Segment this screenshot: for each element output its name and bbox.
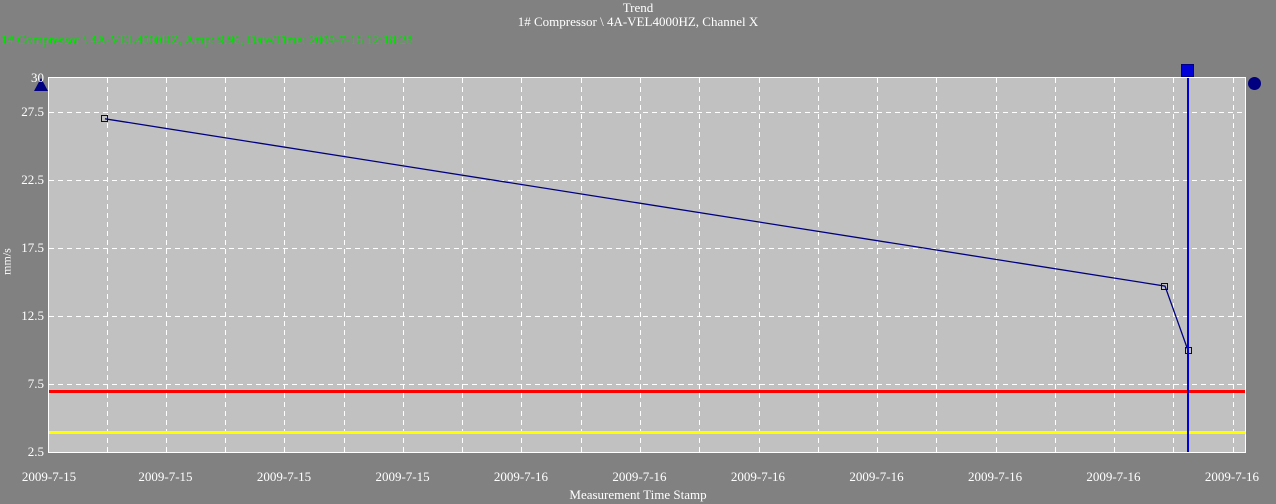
x-axis-tick-label: 2009-7-16 <box>967 469 1023 484</box>
cursor-readout-text: 1# Compressor \ 4A-VEL4000HZ, Amp: 9.96,… <box>1 32 413 47</box>
gridline-vertical <box>1114 78 1116 452</box>
y-axis-tick-label: 12.5 <box>21 308 44 323</box>
y-axis-tick-label: 17.5 <box>21 240 44 255</box>
chart-title: Trend <box>622 0 654 15</box>
y-axis-tick-label: 7.5 <box>27 376 44 391</box>
x-axis-tick-label: 2009-7-15 <box>256 469 312 484</box>
gridline-vertical <box>343 78 345 452</box>
gridline-vertical <box>758 78 760 452</box>
gridline-vertical <box>284 78 286 452</box>
gridline-horizontal <box>49 180 1245 181</box>
cursor-handle[interactable] <box>1181 64 1195 77</box>
gridline-vertical <box>699 78 701 452</box>
trend-line <box>104 118 1189 351</box>
gridline-vertical <box>1232 78 1234 452</box>
x-axis-tick-label: 2009-7-15 <box>138 469 193 484</box>
y-axis-tick-label: 2.5 <box>27 444 44 459</box>
gridline-vertical <box>165 78 167 452</box>
x-axis-tick-label: 2009-7-16 <box>730 469 786 484</box>
data-point-marker[interactable] <box>1161 282 1169 290</box>
gridline-vertical <box>639 78 641 452</box>
gridline-vertical <box>936 78 938 452</box>
gridline-vertical <box>225 78 227 452</box>
gridline-vertical <box>462 78 464 452</box>
gridline-vertical <box>877 78 879 452</box>
x-axis-tick-label: 2009-7-15 <box>21 469 77 484</box>
cursor-start-triangle-icon[interactable] <box>34 78 48 91</box>
gridline-vertical <box>521 78 523 452</box>
x-axis-tick-label: 2009-7-15 <box>375 469 430 484</box>
gridline-horizontal <box>49 248 1245 249</box>
gridline-vertical <box>1173 78 1175 452</box>
gridline-horizontal <box>49 384 1245 385</box>
cursor-end-circle-icon[interactable] <box>1248 77 1261 90</box>
alarm-line-red <box>49 389 1245 393</box>
y-axis-tick-label: 30 <box>31 70 44 85</box>
x-axis-tick-label: 2009-7-16 <box>1204 469 1260 484</box>
gridline-vertical <box>402 78 404 452</box>
gridline-horizontal <box>49 112 1245 113</box>
plot-area[interactable] <box>48 77 1246 453</box>
gridline-vertical <box>817 78 819 452</box>
cursor-line[interactable] <box>1187 78 1190 452</box>
x-axis-title: Measurement Time Stamp <box>569 487 707 502</box>
x-axis-tick-label: 2009-7-16 <box>612 469 667 484</box>
warning-line-yellow <box>49 430 1245 434</box>
gridline-vertical <box>995 78 997 452</box>
data-point-marker[interactable] <box>101 115 109 123</box>
gridline-vertical <box>106 78 108 452</box>
x-axis-tick-label: 2009-7-16 <box>849 469 904 484</box>
y-axis-tick-label: 27.5 <box>21 104 44 119</box>
gridline-vertical <box>1054 78 1056 452</box>
x-axis-tick-label: 2009-7-16 <box>1086 469 1141 484</box>
x-axis-tick-label: 2009-7-16 <box>493 469 549 484</box>
gridline-vertical <box>580 78 582 452</box>
y-axis-tick-label: 22.5 <box>21 172 44 187</box>
gridline-horizontal <box>49 316 1245 317</box>
chart-subtitle: 1# Compressor \ 4A-VEL4000HZ, Channel X <box>517 14 759 29</box>
